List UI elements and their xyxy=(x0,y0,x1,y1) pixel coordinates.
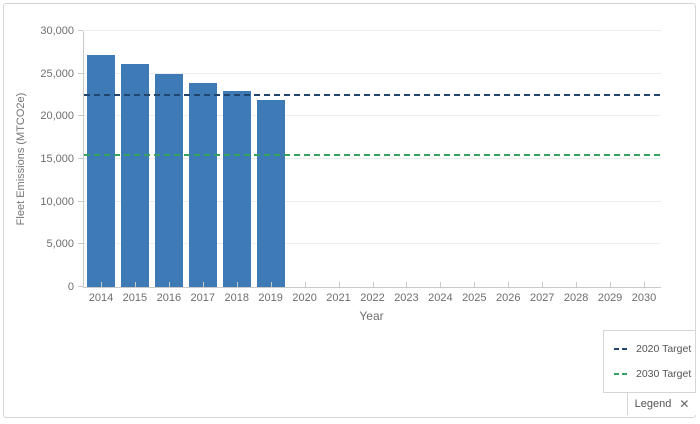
x-tick-label-2028: 2028 xyxy=(563,292,589,304)
target-line-2030-target xyxy=(84,154,661,156)
x-tick-2030 xyxy=(644,282,646,287)
x-tick-label-2020: 2020 xyxy=(292,292,317,304)
y-tick-25000 xyxy=(78,73,83,74)
x-tick-2028 xyxy=(576,282,578,287)
plot-area: 0 5,000 10,000 15,000 20,000 25,000 30,000 2014… xyxy=(40,25,661,304)
gridline-y-20000 xyxy=(84,115,661,116)
bar-2017[interactable] xyxy=(188,83,217,287)
y-tick-0 xyxy=(78,286,83,287)
legend-dash-swatch xyxy=(614,372,628,375)
x-tick-2023 xyxy=(406,282,408,287)
x-axis-title: Year xyxy=(359,309,384,323)
x-tick-2014 xyxy=(100,282,102,287)
legend-tab-label: Legend xyxy=(634,398,672,410)
gridline-y-25000 xyxy=(84,73,661,74)
x-tick-2025 xyxy=(474,282,476,287)
x-tick-label-2023: 2023 xyxy=(394,292,419,304)
x-tick-2017 xyxy=(202,282,204,287)
x-tick-2027 xyxy=(542,282,544,287)
x-tick-2021 xyxy=(338,282,340,287)
y-tick-label-30000: 30,000 xyxy=(40,25,74,37)
bar-2015[interactable] xyxy=(120,64,149,287)
x-tick-label-2015: 2015 xyxy=(122,292,148,304)
legend-toggle-tab[interactable]: Legend ✕ xyxy=(627,393,696,415)
x-tick-label-2018: 2018 xyxy=(224,292,249,304)
legend-dash-swatch xyxy=(614,348,628,351)
x-tick-label-2017: 2017 xyxy=(190,292,216,304)
x-tick-2019 xyxy=(270,282,272,287)
bar-2016[interactable] xyxy=(154,73,183,287)
x-tick-label-2025: 2025 xyxy=(462,292,487,304)
gridline-y-30000 xyxy=(84,30,661,31)
x-tick-label-2019: 2019 xyxy=(258,292,283,304)
y-tick-label-0: 0 xyxy=(67,281,74,293)
x-tick-label-2022: 2022 xyxy=(360,292,385,304)
x-tick-label-2027: 2027 xyxy=(529,292,555,304)
gridline-y-15000 xyxy=(84,158,661,159)
legend-item-2030-target: 2030 Target xyxy=(614,368,691,380)
x-tick-2029 xyxy=(610,282,612,287)
y-tick-10000 xyxy=(78,201,83,202)
x-tick-2018 xyxy=(236,282,238,287)
y-tick-label-20000: 20,000 xyxy=(40,110,74,122)
x-tick-2024 xyxy=(440,282,442,287)
legend-item-label: 2020 Target xyxy=(636,343,692,356)
x-tick-label-2021: 2021 xyxy=(326,292,351,304)
x-tick-label-2014: 2014 xyxy=(88,292,114,304)
x-tick-2016 xyxy=(168,282,170,287)
y-tick-label-15000: 15,000 xyxy=(40,153,74,165)
close-icon[interactable]: ✕ xyxy=(679,397,690,411)
bar-2019[interactable] xyxy=(256,100,285,287)
bar-2018[interactable] xyxy=(222,90,251,287)
target-line-2020-target xyxy=(84,94,661,96)
legend-item-label: 2030 Target xyxy=(636,367,692,380)
chart-panel: Fleet Emissions (MTCO2e) 0 5,000 10,000 15,… xyxy=(3,3,696,418)
x-tick-2022 xyxy=(372,282,374,287)
x-tick-label-2029: 2029 xyxy=(597,292,623,304)
x-tick-2015 xyxy=(134,282,136,287)
legend-box: 2020 Target 2030 Target xyxy=(603,330,696,393)
x-tick-label-2024: 2024 xyxy=(428,292,453,304)
y-tick-15000 xyxy=(78,158,83,159)
x-tick-2020 xyxy=(304,282,306,287)
y-tick-20000 xyxy=(78,115,83,116)
bar-2014[interactable] xyxy=(86,54,115,287)
y-tick-5000 xyxy=(78,243,83,244)
legend-item-2020-target: 2020 Target xyxy=(614,343,691,355)
y-tick-label-5000: 5,000 xyxy=(46,238,74,250)
x-tick-label-2030: 2030 xyxy=(631,292,657,304)
x-tick-2026 xyxy=(508,282,510,287)
x-tick-label-2026: 2026 xyxy=(496,292,521,304)
x-tick-label-2016: 2016 xyxy=(156,292,182,304)
y-tick-label-25000: 25,000 xyxy=(40,68,74,80)
y-tick-label-10000: 10,000 xyxy=(40,196,74,208)
gridline-y-10000 xyxy=(84,201,661,202)
gridline-y-5000 xyxy=(84,243,661,244)
y-tick-30000 xyxy=(78,30,83,31)
